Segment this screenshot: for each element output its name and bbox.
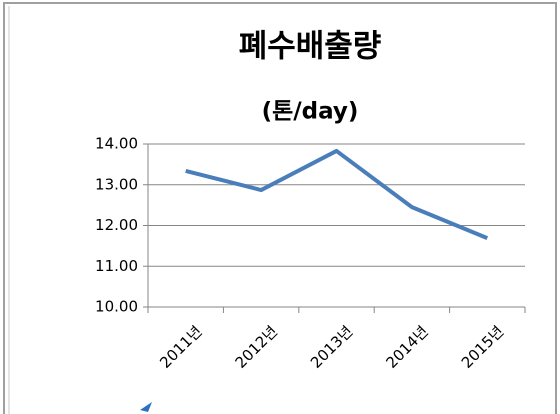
chart-frame: [3, 2, 557, 414]
y-tick-label: 10.00: [95, 298, 138, 316]
cursor-mark: [140, 402, 152, 412]
y-tick-label: 11.00: [95, 257, 138, 275]
chart-title: 폐수배출량: [239, 29, 382, 65]
y-tick-label: 14.00: [95, 135, 138, 153]
chart-subtitle: (톤/day): [262, 99, 359, 125]
y-tick-label: 12.00: [95, 216, 138, 234]
data-line: [185, 148, 489, 240]
y-tick-label: 13.00: [95, 175, 138, 193]
